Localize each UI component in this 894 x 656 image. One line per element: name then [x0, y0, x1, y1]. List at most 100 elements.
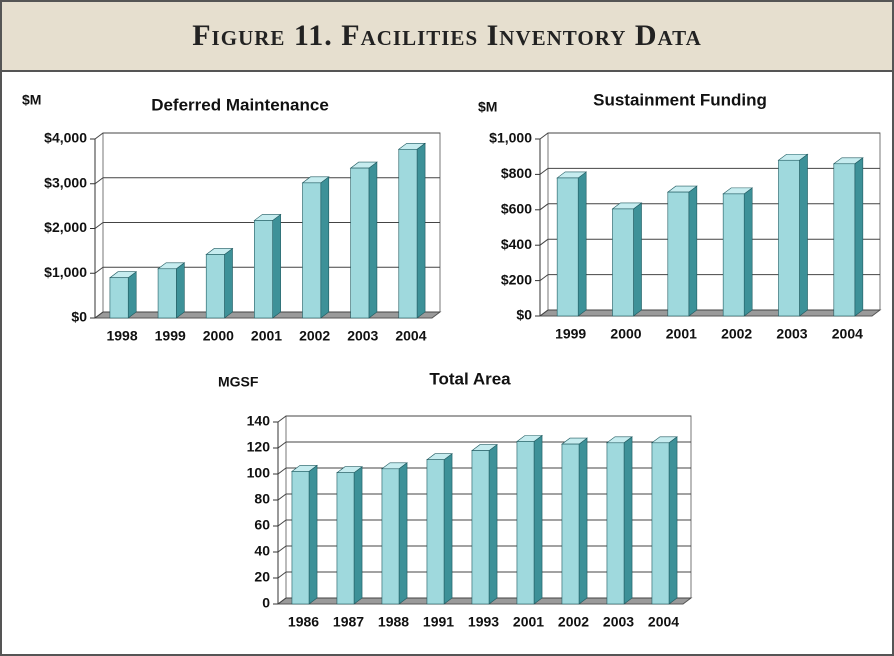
- header: [0, 0, 894, 72]
- bar: [833, 163, 856, 317]
- bar-side: [533, 434, 543, 605]
- bar-side: [272, 213, 281, 319]
- y-axis-label: MGSF: [218, 374, 259, 390]
- bar-side: [854, 157, 864, 317]
- x-tick-label: 2003: [347, 328, 378, 344]
- x-tick-label: 2001: [513, 614, 544, 630]
- grid-line: [539, 238, 549, 246]
- y-tick-label: $200: [501, 271, 532, 287]
- chart-title: Deferred Maintenance: [151, 95, 329, 114]
- x-tick-label: 2003: [603, 614, 634, 630]
- y-tick-label: $600: [501, 201, 532, 217]
- y-tick-label: 60: [254, 517, 270, 533]
- y-tick-label: $4,000: [44, 130, 87, 146]
- grid-line: [539, 203, 549, 211]
- y-tick-label: $2,000: [44, 219, 87, 235]
- bar-side: [368, 161, 378, 319]
- bar: [612, 208, 634, 317]
- bar: [722, 193, 745, 317]
- x-tick-label: 2003: [776, 326, 807, 342]
- grid-line: [539, 274, 549, 282]
- grid-line: [94, 132, 104, 140]
- y-axis-label: $M: [478, 99, 497, 115]
- grid-line: [539, 309, 549, 317]
- x-tick-label: 2004: [832, 326, 863, 342]
- x-tick-label: 2000: [203, 328, 234, 344]
- bar: [778, 159, 800, 317]
- chart-title: Total Area: [429, 369, 511, 388]
- x-tick-label: 1999: [155, 328, 186, 344]
- grid-line: [277, 571, 287, 579]
- bar-side: [398, 462, 408, 605]
- bar: [398, 148, 418, 319]
- x-tick-label: 2001: [666, 326, 697, 342]
- x-tick-label: 1993: [468, 614, 499, 630]
- bar-side: [416, 142, 426, 319]
- bar: [381, 468, 400, 605]
- x-tick-label: 1987: [333, 614, 364, 630]
- floor: [538, 309, 882, 317]
- bar-side: [633, 202, 642, 317]
- y-tick-label: 100: [247, 465, 271, 481]
- x-tick-label: 1998: [106, 328, 137, 344]
- x-tick-label: 2002: [558, 614, 589, 630]
- bar-side: [799, 153, 808, 317]
- bar: [556, 177, 579, 317]
- y-tick-label: $3,000: [44, 174, 87, 190]
- bar-side: [443, 453, 453, 605]
- grid-line: [94, 311, 104, 319]
- bar: [471, 450, 490, 605]
- bar-side: [577, 171, 587, 317]
- bar: [109, 277, 129, 319]
- grid-line: [277, 597, 287, 605]
- grid-line: [539, 167, 549, 175]
- chart-title: Sustainment Funding: [593, 90, 767, 109]
- bar-side: [127, 271, 137, 319]
- y-tick-label: 0: [262, 595, 270, 611]
- y-tick-label: 80: [254, 491, 270, 507]
- y-tick-label: $0: [71, 309, 87, 325]
- x-tick-label: 1999: [555, 326, 586, 342]
- y-tick-label: $0: [516, 307, 532, 323]
- y-tick-label: $800: [501, 165, 532, 181]
- y-tick-label: 120: [247, 439, 271, 455]
- grid-line: [277, 441, 287, 449]
- x-tick-label: 1991: [423, 614, 454, 630]
- grid-line: [277, 545, 287, 553]
- grid-line: [277, 467, 287, 475]
- x-tick-label: 2004: [395, 328, 426, 344]
- bar: [302, 182, 322, 319]
- bar-side: [320, 176, 330, 319]
- grid-line: [94, 222, 104, 229]
- bar-side: [488, 444, 498, 605]
- y-tick-label: $1,000: [44, 264, 87, 280]
- bar: [350, 167, 370, 319]
- bar: [205, 254, 225, 319]
- bar: [667, 191, 690, 317]
- bar: [561, 443, 580, 605]
- bar-side: [308, 464, 318, 605]
- bar-side: [353, 466, 363, 605]
- x-tick-label: 2000: [610, 326, 641, 342]
- y-tick-label: $1,000: [489, 130, 532, 146]
- bar-side: [224, 247, 233, 319]
- y-tick-label: 40: [254, 543, 270, 559]
- bar-side: [623, 436, 633, 605]
- figure-title: Figure 11. Facilities Inventory Data: [192, 19, 702, 52]
- bar-side: [688, 185, 698, 317]
- grid-line: [94, 177, 104, 185]
- bar: [516, 441, 535, 605]
- bar-side: [743, 187, 753, 317]
- grid-line: [539, 132, 549, 140]
- y-tick-label: $400: [501, 236, 532, 252]
- grid-line: [277, 493, 287, 501]
- bar: [606, 442, 625, 605]
- bar: [157, 268, 177, 319]
- bar: [254, 220, 273, 319]
- grid-line: [277, 415, 287, 423]
- bar-side: [176, 262, 185, 319]
- y-tick-label: 140: [247, 413, 271, 429]
- x-tick-label: 2004: [648, 614, 679, 630]
- bar-side: [578, 437, 588, 605]
- grid-line: [94, 266, 104, 274]
